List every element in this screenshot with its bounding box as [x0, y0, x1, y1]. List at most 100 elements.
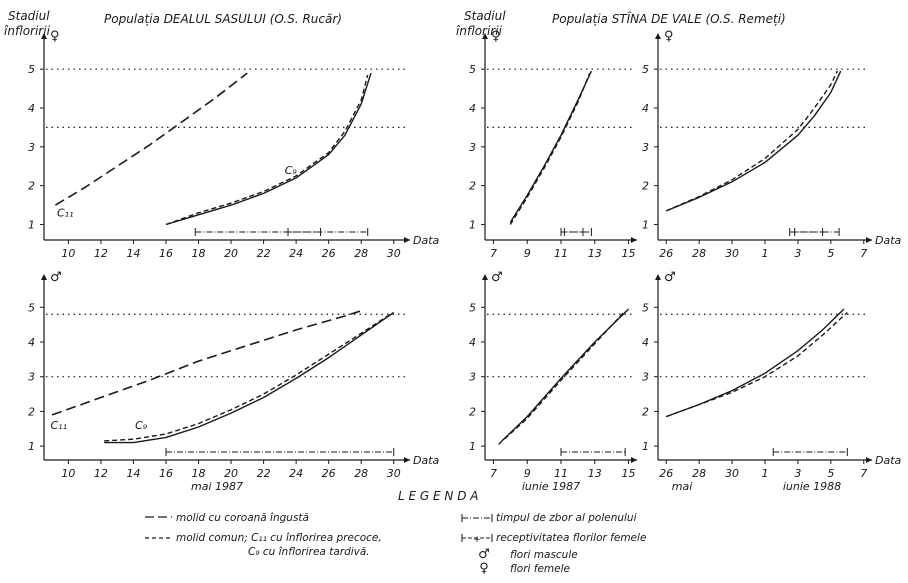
x-axis-label: Data	[413, 454, 440, 467]
panel-sex-symbol: ♂	[50, 270, 62, 285]
x-tick-label: 30	[387, 467, 401, 480]
curve-annotation: C₉	[135, 419, 148, 432]
y-tick-label: 5	[642, 63, 649, 76]
series-line-dashed	[165, 74, 369, 226]
x-axis-label: Data	[875, 454, 902, 467]
series-line-dashed	[509, 72, 591, 225]
x-tick-label: 30	[387, 247, 401, 260]
series-line-solid	[665, 308, 845, 418]
month-label: mai 1987	[191, 480, 243, 493]
x-axis-label: Data	[413, 234, 440, 247]
x-tick-label: 20	[224, 247, 238, 260]
x-tick-label: 26	[322, 467, 336, 480]
legend-label-receptivity: receptivitatea florilor femele	[496, 532, 646, 544]
y-tick-label: 3	[469, 141, 476, 154]
series-line-solid	[165, 72, 372, 226]
left-axis-title-line1: Stadiul	[8, 9, 50, 23]
legend-label-common-spruce: molid comun; C₁₁ cu înflorirea precoce,	[176, 532, 382, 544]
x-tick-label: 12	[94, 467, 108, 480]
y-tick-label: 3	[642, 141, 649, 154]
x-tick-label: 3	[794, 247, 801, 260]
x-tick-label: 10	[61, 467, 75, 480]
left-population-title: Populația DEALUL SASULUI (O.S. Rucăr)	[104, 12, 342, 26]
x-tick-label: 10	[61, 247, 75, 260]
x-tick-label: 26	[659, 247, 673, 260]
y-tick-label: 1	[642, 440, 649, 453]
y-tick-label: 3	[28, 371, 35, 384]
y-axis-arrow	[41, 33, 47, 39]
y-tick-label: 3	[469, 371, 476, 384]
y-tick-label: 3	[28, 141, 35, 154]
legend-label-male: flori mascule	[510, 549, 578, 561]
panel-sex-symbol: ♀	[491, 29, 501, 44]
y-tick-label: 1	[28, 218, 35, 231]
y-tick-label: 4	[642, 336, 649, 349]
x-tick-label: 13	[588, 247, 602, 260]
curve-annotation: C₁₁	[57, 207, 74, 220]
y-tick-label: 1	[469, 218, 476, 231]
x-tick-label: 9	[524, 247, 531, 260]
x-tick-label: 3	[794, 467, 801, 480]
y-tick-label: 2	[642, 180, 649, 193]
y-tick-label: 4	[28, 102, 35, 115]
x-tick-label: 15	[622, 467, 636, 480]
x-tick-label: 28	[354, 467, 368, 480]
left-axis-title-line2: înfloririi	[4, 24, 51, 38]
series-line-solid	[104, 311, 395, 444]
panel-female-stina-1987: ♀ 1 2 3 4 5 7 9 11 13 15	[469, 29, 637, 260]
x-tick-label: 7	[490, 467, 497, 480]
right-axis-title-line1: Stadiul	[464, 9, 506, 23]
series-line-dashed	[665, 311, 848, 418]
x-tick-label: 24	[289, 467, 303, 480]
legend: L E G E N D A molid cu coroană îngustă m…	[145, 489, 646, 576]
x-axis-arrow	[404, 457, 410, 463]
y-tick-label: 2	[642, 405, 649, 418]
x-tick-label: 26	[322, 247, 336, 260]
month-label: iunie 1987	[522, 480, 580, 493]
right-population-title: Populația STÎNA DE VALE (O.S. Remeți)	[552, 11, 786, 26]
y-tick-label: 1	[28, 440, 35, 453]
x-tick-label: 15	[622, 247, 636, 260]
x-tick-label: 28	[354, 247, 368, 260]
y-axis-arrow	[655, 274, 661, 280]
y-tick-label: 5	[28, 301, 35, 314]
x-axis-arrow	[866, 237, 872, 243]
y-tick-label: 4	[469, 102, 476, 115]
y-tick-label: 5	[28, 63, 35, 76]
legend-swatch-pollen-flight	[461, 514, 493, 522]
x-tick-label: 16	[159, 467, 173, 480]
x-tick-label: 7	[860, 247, 867, 260]
x-tick-label: 9	[524, 467, 531, 480]
x-tick-label: 12	[94, 247, 108, 260]
series-line-dashed-long	[54, 72, 248, 206]
x-tick-label: 18	[192, 467, 206, 480]
header: Stadiul înfloririi Populația DEALUL SASU…	[4, 9, 786, 38]
y-axis-arrow	[655, 33, 661, 39]
x-tick-label: 14	[126, 467, 140, 480]
x-tick-label: 5	[827, 247, 834, 260]
legend-label-narrow-crown: molid cu coroană îngustă	[176, 512, 309, 524]
y-tick-label: 2	[469, 405, 476, 418]
y-tick-label: 2	[28, 180, 35, 193]
x-tick-label: 30	[725, 247, 739, 260]
panel-male-stina-1987: ♂ 1 2 3 4 5 7 9 11 13 15 iunie 1987	[469, 270, 637, 493]
month-label: mai	[672, 480, 693, 493]
y-tick-label: 2	[28, 405, 35, 418]
y-tick-label: 2	[469, 180, 476, 193]
x-tick-label: 16	[159, 247, 173, 260]
x-axis-arrow	[631, 457, 637, 463]
x-tick-label: 7	[490, 247, 497, 260]
x-tick-label: 5	[827, 467, 834, 480]
x-axis-arrow	[631, 237, 637, 243]
x-tick-label: 30	[725, 467, 739, 480]
panel-male-stina-1988: ♂ 1 2 3 4 5 26 28 30 1 3 5 7 Data mai iunie 1988	[642, 270, 902, 493]
y-tick-label: 5	[469, 63, 476, 76]
x-tick-label: 22	[257, 247, 271, 260]
y-tick-label: 5	[642, 301, 649, 314]
svg-text:+: +	[473, 535, 481, 545]
month-label: iunie 1988	[783, 480, 841, 493]
